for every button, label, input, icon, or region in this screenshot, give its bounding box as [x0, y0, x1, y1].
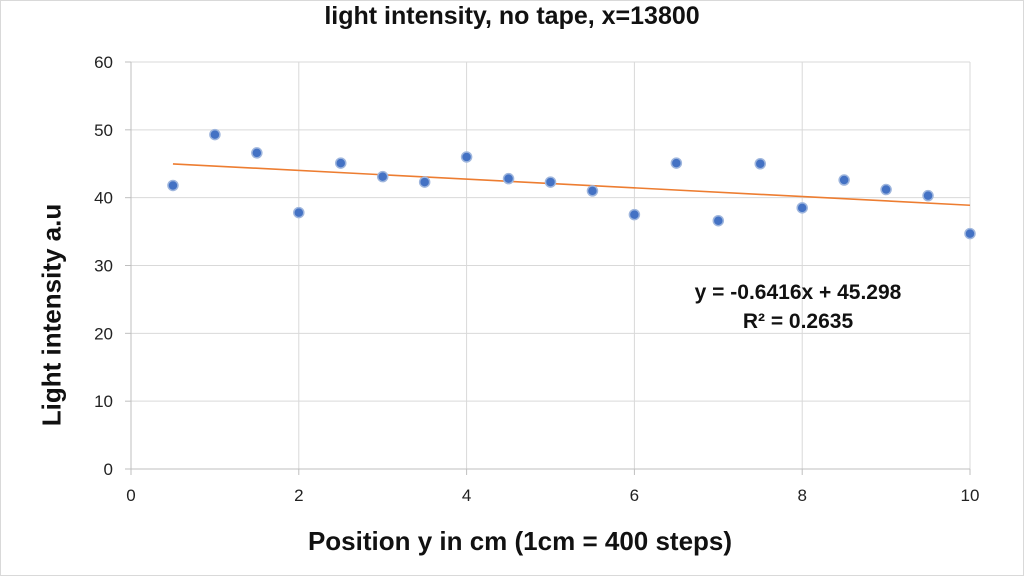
x-tick-label: 4 [462, 486, 471, 505]
trendline-group [172, 163, 971, 207]
data-point [502, 172, 515, 185]
y-tick-label: 10 [94, 392, 113, 411]
x-tick-label: 0 [126, 486, 135, 505]
trendline [172, 163, 971, 207]
data-point [880, 183, 892, 196]
axes [125, 61, 971, 475]
data-point [670, 157, 683, 169]
data-point [544, 176, 557, 188]
data-point [838, 174, 850, 186]
x-tick-label: 10 [961, 486, 980, 505]
data-point [418, 176, 431, 188]
data-point [712, 214, 725, 227]
data-point [293, 206, 305, 219]
data-point [586, 185, 599, 197]
y-tick-label: 50 [94, 121, 113, 140]
equation-text: y = -0.6416x + 45.298 [694, 281, 902, 304]
y-tick-label: 30 [94, 257, 113, 276]
data-point [754, 158, 766, 170]
y-tick-label: 0 [104, 460, 113, 479]
x-tick-label: 2 [294, 486, 303, 505]
data-points [167, 128, 976, 240]
y-tick-label: 60 [94, 53, 113, 72]
x-tick-label: 6 [630, 486, 639, 505]
data-point [460, 151, 473, 163]
data-point [251, 147, 263, 159]
trendline-equation: y = -0.6416x + 45.298 R² = 0.2635 [660, 278, 936, 336]
data-point [922, 189, 934, 202]
y-tick-label: 40 [94, 189, 113, 208]
data-point [335, 157, 347, 169]
x-axis-label: Position y in cm (1cm = 400 steps) [307, 526, 733, 556]
gridlines [131, 61, 971, 469]
data-point [167, 179, 179, 192]
data-point [376, 170, 389, 183]
data-point [796, 202, 808, 214]
data-point [964, 227, 976, 240]
y-tick-label: 20 [94, 324, 113, 343]
data-point [628, 208, 641, 221]
chart-title: light intensity, no tape, x=13800 [324, 2, 700, 30]
data-point [209, 128, 221, 141]
x-tick-label: 8 [797, 486, 806, 505]
r-squared-text: R² = 0.2635 [742, 310, 854, 333]
tick-labels: 0 10 20 30 40 50 60 0 2 4 6 8 10 [94, 53, 979, 505]
